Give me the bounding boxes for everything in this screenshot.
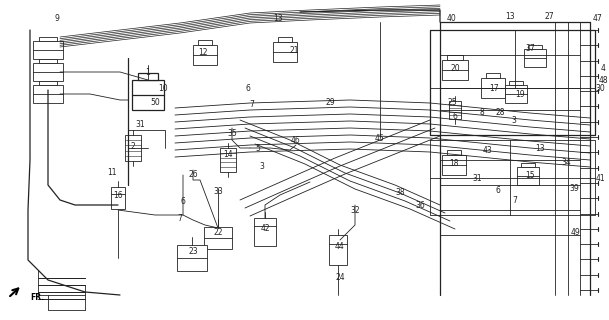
Text: 48: 48: [598, 76, 608, 84]
Text: 9: 9: [55, 13, 60, 22]
Text: 46: 46: [291, 135, 301, 145]
Text: 2: 2: [130, 141, 135, 150]
Bar: [33, 41, 63, 59]
Bar: [442, 155, 466, 175]
Text: 42: 42: [260, 223, 270, 233]
Bar: [273, 42, 297, 62]
Text: 34: 34: [561, 157, 571, 166]
Text: 7: 7: [250, 100, 255, 108]
Text: 37: 37: [525, 44, 535, 52]
Text: 6: 6: [180, 196, 185, 205]
Bar: [521, 163, 535, 167]
Text: 33: 33: [213, 187, 223, 196]
Bar: [481, 78, 505, 98]
Bar: [449, 101, 461, 119]
Text: 13: 13: [505, 12, 515, 20]
Text: 7: 7: [178, 213, 183, 222]
Bar: [39, 81, 57, 85]
Text: 11: 11: [107, 167, 117, 177]
Text: 45: 45: [375, 133, 385, 142]
Bar: [442, 60, 468, 80]
Text: 28: 28: [495, 108, 505, 116]
Bar: [254, 218, 276, 246]
Bar: [505, 85, 527, 103]
Text: 21: 21: [289, 45, 299, 54]
Text: 27: 27: [544, 12, 554, 20]
Text: 14: 14: [223, 149, 233, 158]
Text: 43: 43: [483, 146, 493, 155]
Bar: [111, 187, 125, 209]
Text: 32: 32: [350, 205, 360, 214]
Text: 25: 25: [447, 98, 457, 107]
Text: 36: 36: [415, 201, 425, 210]
Bar: [138, 73, 158, 80]
Text: 6: 6: [496, 186, 501, 195]
Text: 31: 31: [135, 119, 145, 129]
Text: 40: 40: [447, 13, 457, 22]
Bar: [177, 245, 207, 271]
Text: 47: 47: [593, 13, 603, 22]
Bar: [39, 36, 57, 41]
Bar: [329, 235, 347, 265]
Text: 18: 18: [449, 158, 459, 167]
Text: 26: 26: [188, 170, 198, 179]
Text: 23: 23: [188, 246, 198, 255]
Text: 35: 35: [227, 129, 237, 138]
Text: 19: 19: [515, 90, 525, 99]
Text: 6: 6: [452, 111, 457, 121]
Text: 22: 22: [213, 228, 223, 236]
Bar: [486, 73, 500, 78]
Text: 10: 10: [158, 84, 168, 92]
Bar: [529, 44, 541, 49]
Bar: [517, 167, 539, 185]
Bar: [132, 80, 164, 110]
Text: 3: 3: [259, 162, 264, 171]
Text: 38: 38: [395, 188, 405, 196]
Text: 15: 15: [525, 171, 535, 180]
Bar: [193, 45, 217, 65]
Bar: [220, 148, 236, 172]
Bar: [198, 40, 212, 45]
Text: 29: 29: [325, 98, 335, 107]
Bar: [204, 227, 232, 249]
Text: 1: 1: [146, 68, 150, 76]
Text: 5: 5: [256, 143, 261, 153]
Text: 41: 41: [595, 173, 605, 182]
Bar: [33, 85, 63, 103]
Text: 30: 30: [595, 84, 605, 92]
Text: 4: 4: [600, 63, 605, 73]
Bar: [278, 37, 292, 42]
Bar: [447, 150, 461, 155]
Text: 6: 6: [245, 84, 250, 92]
Bar: [447, 55, 463, 60]
Bar: [524, 49, 546, 67]
Text: 20: 20: [450, 63, 460, 73]
Text: 24: 24: [335, 274, 345, 283]
Text: 31: 31: [472, 173, 482, 182]
Text: FR.: FR.: [30, 293, 44, 302]
Text: 13: 13: [273, 13, 283, 22]
Text: 50: 50: [150, 98, 160, 107]
Text: 8: 8: [480, 108, 484, 116]
Text: 49: 49: [571, 228, 581, 236]
Bar: [509, 81, 523, 85]
Text: 39: 39: [569, 183, 579, 193]
Text: 17: 17: [489, 84, 499, 92]
Text: 13: 13: [535, 143, 545, 153]
Bar: [33, 63, 63, 81]
Bar: [125, 135, 141, 161]
Text: 12: 12: [199, 47, 208, 57]
Text: 44: 44: [335, 242, 345, 251]
Text: 3: 3: [512, 116, 516, 124]
Bar: [39, 59, 57, 63]
Text: 16: 16: [113, 190, 123, 199]
Text: 7: 7: [513, 196, 518, 204]
